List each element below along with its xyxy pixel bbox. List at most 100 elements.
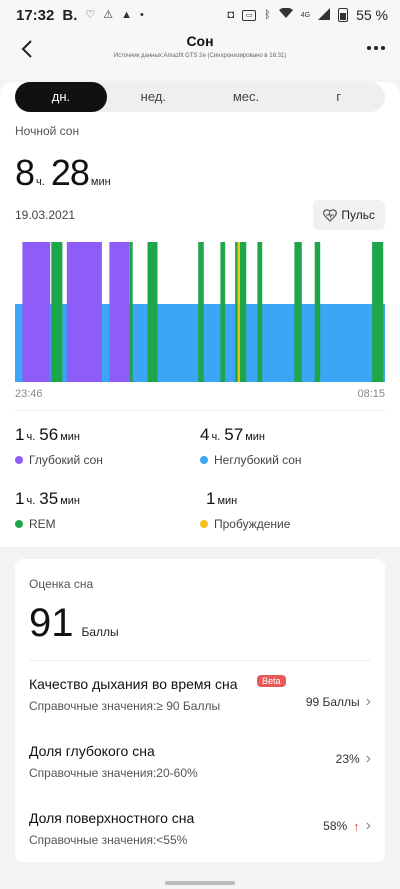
stat-label: Неглубокий сон [200, 453, 385, 467]
stat-minutes-unit: мин [60, 431, 80, 443]
sleep-segment-rem [220, 242, 226, 382]
score-label: Оценка сна [29, 577, 94, 591]
stat-value: 1 ч. 56 мин [15, 425, 200, 445]
stat-minutes: 57 [224, 425, 244, 444]
tab-day[interactable]: дн. [15, 82, 107, 112]
tab-week[interactable]: нед. [140, 89, 166, 104]
beta-badge: Beta [257, 675, 286, 687]
pulse-label: Пульс [341, 208, 375, 222]
sleep-chart-svg [15, 242, 385, 382]
period-tabs: дн. нед. мес. г [15, 82, 385, 112]
sleep-segment-awake [237, 242, 240, 382]
chevron-right-icon: › [365, 817, 371, 834]
sleep-duration: 8 ч. 28 мин [15, 152, 385, 194]
sleep-stages-chart [15, 242, 385, 382]
metric-light-sleep-share[interactable]: Доля поверхностного сна Справочные значе… [29, 795, 371, 862]
sleep-segment-deep [109, 242, 130, 382]
metric-value: 58% [323, 819, 348, 833]
chevron-right-icon: › [365, 693, 371, 710]
status-carrier: B. [62, 6, 78, 24]
stat-label: Глубокий сон [15, 453, 200, 467]
network-type: 4G [300, 11, 311, 19]
stat-label-text: Пробуждение [214, 517, 291, 531]
sleep-date: 19.03.2021 [15, 208, 76, 222]
sleep-segment-rem [129, 242, 133, 382]
metric-value: 99 Баллы [305, 695, 360, 709]
sleep-hours: 8 [15, 152, 35, 193]
tab-year[interactable]: г [336, 89, 342, 104]
stat-minutes-unit: мин [217, 495, 238, 507]
chart-axis: 23:46 08:15 [15, 388, 385, 411]
metric-title: Доля глубокого сна [29, 743, 155, 759]
stat-label: REM [15, 517, 200, 531]
stat-label-text: Неглубокий сон [214, 453, 302, 467]
signal-icon [318, 7, 331, 23]
sleep-segment-rem [240, 242, 247, 382]
arrow-up-icon: ↑ [353, 818, 360, 834]
sleep-stats: 1 ч. 56 мин Глубокий сон 4 ч. 57 мин Нег… [15, 411, 385, 547]
sleep-score-card: Оценка сна 91 Баллы Качество дыхания во … [15, 559, 385, 862]
sleep-segment-rem [51, 242, 63, 382]
legend-dot-icon [200, 520, 208, 528]
metric-title: Доля поверхностного сна [29, 810, 195, 826]
stat-value: 1 ч. 35 мин [15, 489, 200, 509]
stat-value: 1 мин [200, 489, 385, 509]
sleep-minutes: 28 [50, 152, 90, 193]
heart-icon: ♡ [85, 9, 96, 21]
stat-hours-unit: ч. [211, 431, 221, 443]
more-dot [381, 46, 385, 50]
heart-pulse-icon [323, 208, 338, 222]
stat-minutes-unit: мин [60, 495, 80, 507]
night-sleep-label: Ночной сон [15, 124, 80, 138]
data-source-subtitle: Источник данных:Amazfit GTS 2e (Синхрони… [113, 53, 287, 59]
stat-deep: 1 ч. 56 мин Глубокий сон [15, 425, 200, 467]
stat-minutes: 1 [206, 489, 216, 508]
legend-dot-icon [200, 456, 208, 464]
metric-title-text: Качество дыхания во время сна [29, 676, 238, 692]
status-time: 17:32 [16, 6, 55, 24]
vibrate-icon: ▭ [242, 9, 257, 21]
sleep-hours-unit: ч. [36, 176, 45, 188]
stat-minutes: 35 [39, 489, 59, 508]
wifi-icon [278, 7, 293, 22]
metric-right: 58% ↑ › [323, 817, 371, 835]
sleep-segment-rem [372, 242, 384, 382]
stat-hours: 4 [200, 425, 210, 444]
page-title: Сон [186, 33, 214, 49]
more-options-button[interactable] [362, 38, 390, 58]
stat-minutes-unit: мин [245, 431, 265, 443]
stat-hours-unit: ч. [26, 495, 36, 507]
sleep-segment-rem [257, 242, 263, 382]
x-start-label: 23:46 [15, 388, 43, 400]
score-row: 91 Баллы [29, 601, 371, 661]
metric-deep-sleep-share[interactable]: Доля глубокого сна Справочные значения:2… [29, 728, 371, 795]
sleep-segment-deep [66, 242, 102, 382]
sleep-segment-rem [147, 242, 158, 382]
status-right: ◘ ▭ ᛒ 4G 55 % [227, 7, 388, 23]
stat-minutes: 56 [39, 425, 59, 444]
sleep-segment-rem [294, 242, 302, 382]
back-button[interactable] [14, 36, 42, 64]
chevron-left-icon [21, 40, 32, 58]
date-row: 19.03.2021 Пульс [15, 200, 385, 230]
stat-light: 4 ч. 57 мин Неглубокий сон [200, 425, 385, 467]
warning-icon: ▲ [121, 9, 133, 21]
camera-icon: ◘ [227, 9, 235, 21]
status-left: 17:32 B. ♡ ⚠ ▲ • [16, 7, 144, 24]
metric-right: 99 Баллы › [306, 693, 371, 711]
metric-breathing-quality[interactable]: Качество дыхания во время сна Справочные… [29, 661, 371, 728]
score-value: 91 [29, 601, 74, 645]
more-dot [374, 46, 378, 50]
more-icon [367, 46, 371, 50]
stat-awake: 1 мин Пробуждение [200, 489, 385, 531]
stat-rem: 1 ч. 35 мин REM [15, 489, 200, 531]
legend-dot-icon [15, 456, 23, 464]
tab-month[interactable]: мес. [232, 89, 260, 104]
metric-reference: Справочные значения:20-60% [29, 766, 198, 780]
metric-reference: Справочные значения:≥ 90 Баллы [29, 699, 221, 713]
gesture-nav-handle[interactable] [165, 881, 235, 885]
score-section: Оценка сна 91 Баллы Качество дыхания во … [0, 547, 400, 862]
stat-hours: 1 [15, 489, 25, 508]
pulse-button[interactable]: Пульс [313, 200, 385, 230]
dot-icon: • [140, 9, 144, 21]
